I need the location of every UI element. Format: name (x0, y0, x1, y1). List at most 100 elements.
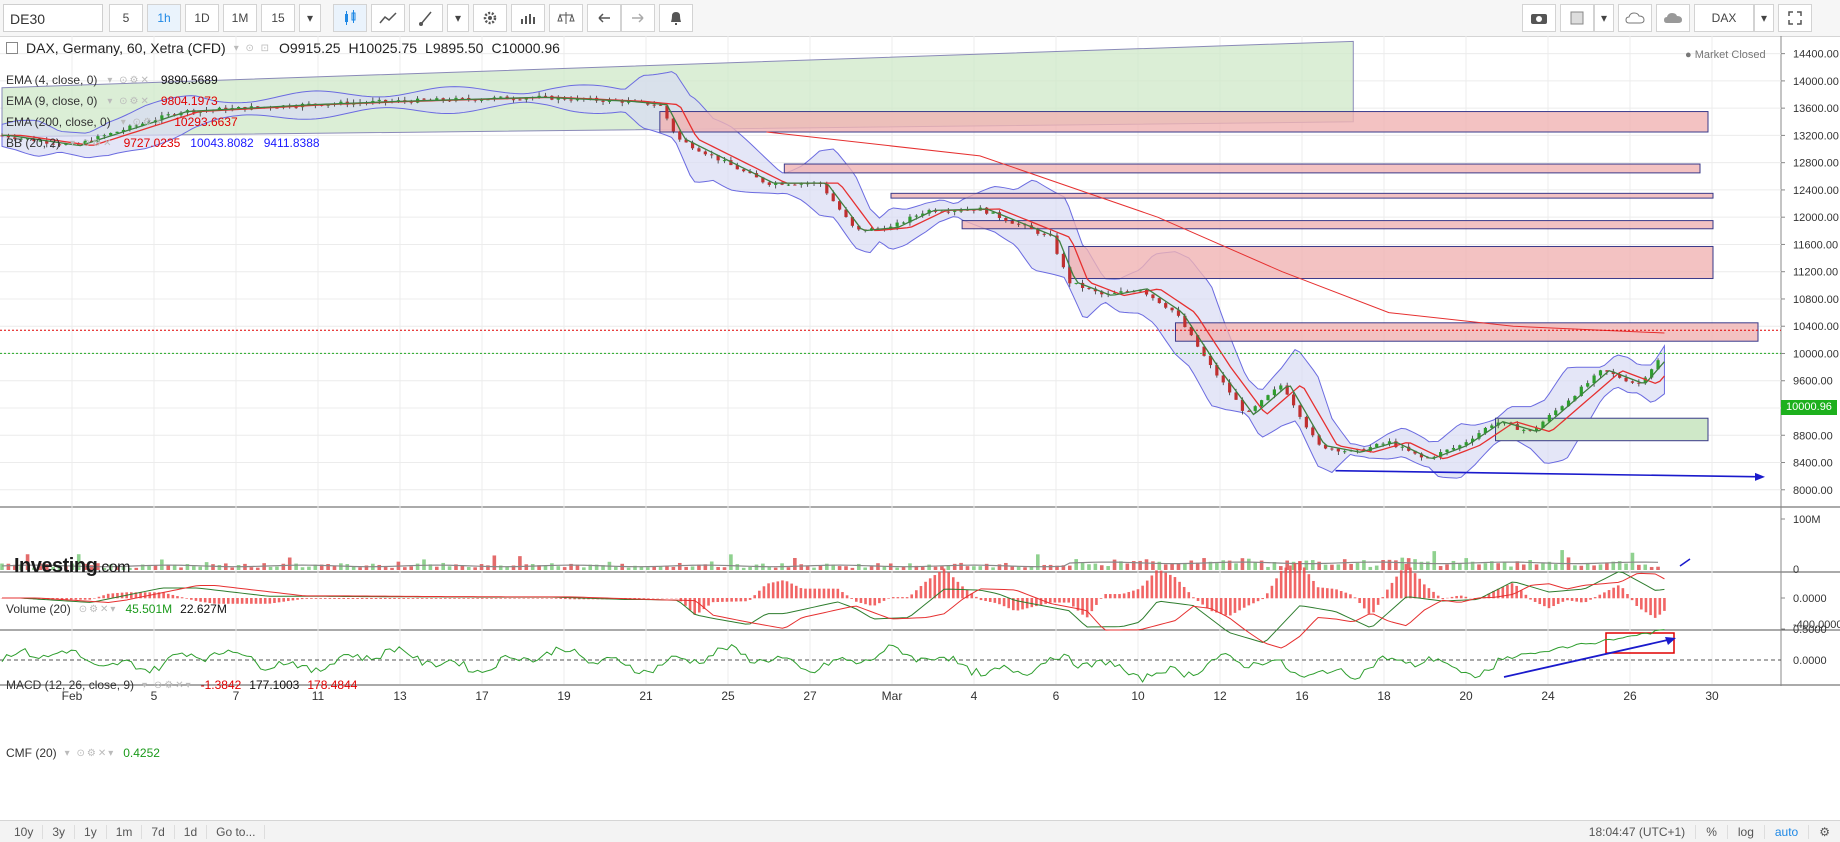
indicator-controls-icon[interactable]: ▾ ⊙⚙✕ (121, 117, 165, 128)
candle-body (1375, 444, 1378, 447)
range-1d[interactable]: 1d (175, 825, 207, 839)
interval-1h[interactable]: 1h (147, 4, 181, 32)
right-dropdown-icon[interactable]: ▾ (1754, 4, 1774, 32)
indicator-ema200[interactable]: EMA (200, close, 0)▾ ⊙⚙✕ 10293.6637 (6, 115, 238, 129)
interval-1m[interactable]: 1M (223, 4, 257, 32)
volume-bar (978, 566, 982, 570)
cmf-legend[interactable]: CMF (20)▾ ⊙⚙✕▾ 0.4252 (6, 746, 160, 760)
indicator-controls-icon[interactable]: ▾ ⊙⚙✕ (107, 96, 151, 107)
undo-icon[interactable] (587, 4, 621, 32)
macd-histogram-bar (809, 589, 812, 599)
interval-1d[interactable]: 1D (185, 4, 219, 32)
volume-bar (1554, 564, 1558, 570)
macd-histogram-bar (144, 592, 147, 598)
settings-gear-icon[interactable]: ⚙ (1808, 825, 1840, 839)
investing-logo: Investing.com (14, 555, 130, 578)
x-tick-label: 18 (1377, 689, 1391, 703)
macd-histogram-bar (439, 598, 442, 599)
volume-bar (1560, 550, 1564, 570)
goto-button[interactable]: Go to... (207, 825, 265, 839)
interval-dropdown-icon[interactable]: ▾ (299, 4, 321, 32)
indicator-bb[interactable]: BB (20, 2)▾ ⊙⚙✕ 9727.0235 10043.8082 941… (6, 136, 320, 150)
cmf-controls-icon[interactable]: ▾ ⊙⚙✕▾ (65, 748, 116, 759)
indicator-controls-icon[interactable]: ▾ ⊙⚙✕ (107, 75, 151, 86)
range-7d[interactable]: 7d (142, 825, 174, 839)
alert-icon[interactable] (659, 4, 693, 32)
interval-5[interactable]: 5 (109, 4, 143, 32)
log-toggle[interactable]: log (1727, 825, 1764, 839)
macd-histogram-bar (1257, 598, 1260, 601)
volume-bar (1541, 563, 1545, 570)
macd-histogram-bar (735, 598, 738, 602)
candle-body (742, 169, 745, 171)
volume-arrow (1680, 559, 1690, 566)
draw-dropdown-icon[interactable]: ▾ (447, 4, 469, 32)
macd-histogram-bar (1344, 593, 1347, 599)
macd-histogram-bar (1381, 597, 1384, 598)
percent-toggle[interactable]: % (1695, 825, 1727, 839)
draw-tool-icon[interactable] (409, 4, 443, 32)
macd-histogram-bar (1063, 598, 1066, 603)
indicator-ema9[interactable]: EMA (9, close, 0)▾ ⊙⚙✕ 9804.1973 (6, 94, 218, 108)
indicator-ema4[interactable]: EMA (4, close, 0)▾ ⊙⚙✕ 9890.5689 (6, 73, 218, 87)
indicator-label: EMA (4, close, 0) (6, 73, 97, 87)
macd-histogram-bar (185, 598, 188, 599)
range-1y[interactable]: 1y (75, 825, 107, 839)
macd-histogram-bar (426, 598, 429, 599)
macd-histogram-bar (292, 598, 295, 600)
candle-body (378, 100, 381, 101)
volume-bar (934, 567, 938, 570)
volume-bar (403, 567, 407, 570)
cloud-load-icon[interactable] (1618, 4, 1652, 32)
macd-histogram-bar (486, 598, 489, 599)
line-chart-icon[interactable] (371, 4, 405, 32)
layout-icon[interactable] (1560, 4, 1594, 32)
volume-legend[interactable]: Volume (20)⊙⚙✕▾ 45.501M 22.627M (6, 602, 227, 616)
collapse-icon[interactable] (6, 42, 18, 54)
cmf-axis-label: 0.5000 (1793, 624, 1827, 636)
macd-histogram-bar (84, 598, 87, 600)
gear-icon[interactable] (473, 4, 507, 32)
auto-toggle[interactable]: auto (1764, 825, 1808, 839)
compare-icon[interactable] (549, 4, 583, 32)
indicators-icon[interactable] (511, 4, 545, 32)
range-10y[interactable]: 10y (0, 825, 43, 839)
volume-bar (844, 566, 848, 570)
macd-histogram-bar (827, 589, 830, 599)
candle-body (1298, 405, 1301, 417)
macd-histogram-bar (767, 583, 770, 598)
cloud-save-icon[interactable] (1656, 4, 1690, 32)
interval-15[interactable]: 15 (261, 4, 295, 32)
fullscreen-icon[interactable] (1778, 4, 1812, 32)
macd-controls-icon[interactable]: ▾ ⊙⚙✕▾ (142, 680, 193, 691)
range-3y[interactable]: 3y (43, 825, 75, 839)
candle-body (1164, 303, 1167, 308)
macd-histogram-bar (915, 590, 918, 598)
candles-icon[interactable] (333, 4, 367, 32)
layout-dropdown-icon[interactable]: ▾ (1594, 4, 1614, 32)
macd-histogram-bar (1146, 581, 1149, 599)
volume-bar (672, 567, 676, 570)
volume-bar (1202, 558, 1206, 570)
y-tick-label: 8800.00 (1793, 430, 1833, 442)
volume-bar (1394, 560, 1398, 570)
volume-bar (927, 565, 931, 570)
range-1m[interactable]: 1m (107, 825, 143, 839)
macd-legend[interactable]: MACD (12, 26, close, 9)▾ ⊙⚙✕▾ -1.3842 17… (6, 678, 357, 692)
symbol-input[interactable]: DE30 (3, 4, 103, 32)
instrument-title: DAX, Germany, 60, Xetra (CFD) (26, 40, 226, 56)
camera-icon[interactable] (1522, 4, 1556, 32)
volume-controls-icon[interactable]: ⊙⚙✕▾ (79, 604, 118, 615)
macd-histogram-bar (476, 598, 479, 599)
volume-bar (1151, 561, 1155, 570)
macd-histogram-bar (698, 598, 701, 613)
redo-icon[interactable] (621, 4, 655, 32)
candle-body (1266, 395, 1269, 400)
y-tick-label: 10000.00 (1793, 348, 1839, 360)
macd-histogram-bar (998, 598, 1001, 604)
symbol-right-label[interactable]: DAX (1694, 4, 1754, 32)
macd-histogram-bar (1183, 587, 1186, 598)
indicator-controls-icon[interactable]: ▾ ⊙⚙✕ (70, 138, 114, 149)
header-controls-icon[interactable]: ▾ ⊙ ⊡ (234, 43, 271, 54)
